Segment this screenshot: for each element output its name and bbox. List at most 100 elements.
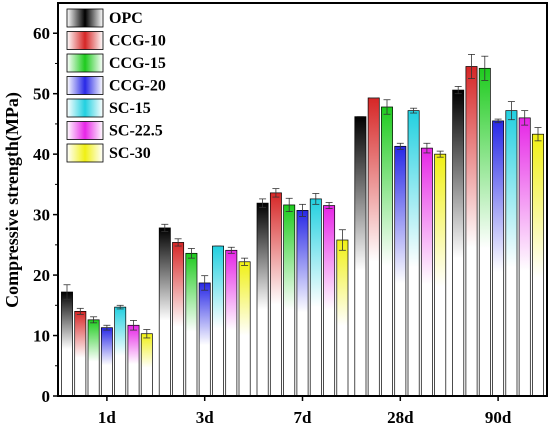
legend-swatch-sc-15 xyxy=(66,98,104,118)
error-bar-ccg-20-3d xyxy=(201,275,209,291)
legend: OPC CCG-10 CCG-15 CCG-20 SC-15 SC-22.5 SC-30 xyxy=(66,8,166,163)
bar-sc-30-28d xyxy=(434,153,447,397)
bar-sc-30-1d xyxy=(140,333,153,397)
legend-label-ccg-15: CCG-15 xyxy=(109,55,166,72)
error-bar-ccg-10-3d xyxy=(174,238,182,247)
error-bar-sc-30-1d xyxy=(143,329,151,339)
y-tick-label-50: 50 xyxy=(33,85,50,104)
bar-ccg-15-7d xyxy=(283,204,296,397)
error-bar-ccg-15-1d xyxy=(90,316,98,324)
error-bar-ccg-15-28d xyxy=(383,99,391,115)
error-bar-sc-30-28d xyxy=(436,150,444,158)
x-tick-label-28d: 28d xyxy=(387,408,414,427)
bar-sc-15-90d xyxy=(505,110,518,397)
legend-swatch-ccg-20 xyxy=(66,76,104,95)
y-tick-label-0: 0 xyxy=(42,387,51,406)
y-tick-label-40: 40 xyxy=(33,145,50,164)
bar-ccg-15-1d xyxy=(87,319,100,397)
bar-sc-22-5-28d xyxy=(420,147,433,397)
x-axis: 1d 3d 7d 28d 90d xyxy=(98,396,512,427)
error-bar-sc-30-7d xyxy=(338,229,346,251)
bar-ccg-10-7d xyxy=(269,192,282,397)
legend-swatch-sc-30 xyxy=(66,143,104,163)
bar-ccg-10-90d xyxy=(465,66,478,397)
x-tick-label-3d: 3d xyxy=(196,408,215,427)
bar-sc-22-5-7d xyxy=(323,205,336,397)
error-bar-opc-90d xyxy=(454,86,462,95)
error-bar-ccg-20-90d xyxy=(494,118,502,124)
bar-ccg-20-28d xyxy=(394,145,407,397)
error-bar-opc-3d xyxy=(161,223,169,232)
y-axis: 0 10 20 30 40 50 60 xyxy=(33,24,58,406)
error-bar-ccg-10-1d xyxy=(76,307,84,315)
x-tick-label-90d: 90d xyxy=(485,408,512,427)
x-tick-label-7d: 7d xyxy=(294,408,313,427)
error-bar-sc-22-5-1d xyxy=(130,320,137,331)
bar-opc-28d xyxy=(354,116,367,397)
legend-label-ccg-10: CCG-10 xyxy=(109,33,166,50)
bar-opc-3d xyxy=(158,227,171,397)
y-tick-label-20: 20 xyxy=(33,266,50,285)
bar-opc-90d xyxy=(452,89,465,397)
error-bar-opc-7d xyxy=(259,198,267,208)
error-bar-ccg-20-28d xyxy=(396,142,404,150)
x-tick-label-1d: 1d xyxy=(98,408,117,427)
legend-item-sc-30: SC-30 xyxy=(66,143,151,163)
error-bar-ccg-20-1d xyxy=(103,324,111,331)
error-bar-ccg-20-7d xyxy=(299,203,306,217)
y-tick-label-10: 10 xyxy=(33,327,50,346)
legend-swatch-opc xyxy=(66,8,104,28)
legend-swatch-sc-22-5 xyxy=(66,121,104,140)
legend-label-sc-22-5: SC-22.5 xyxy=(109,123,163,140)
bar-opc-7d xyxy=(256,202,269,397)
error-bars-group xyxy=(63,53,542,339)
error-bar-sc-22-5-3d xyxy=(227,246,235,254)
error-bar-ccg-15-90d xyxy=(481,55,489,81)
error-bar-sc-15-7d xyxy=(312,193,320,205)
bar-sc-30-3d xyxy=(238,261,251,397)
error-bar-sc-22-5-90d xyxy=(521,110,529,126)
bar-ccg-10-3d xyxy=(172,242,185,397)
bar-sc-22-5-3d xyxy=(225,249,238,397)
bar-ccg-20-1d xyxy=(100,327,113,397)
legend-label-sc-15: SC-15 xyxy=(109,100,151,117)
bar-sc-30-7d xyxy=(336,239,349,397)
error-bar-opc-1d xyxy=(63,284,71,300)
bar-ccg-20-3d xyxy=(198,282,211,397)
error-bar-sc-15-1d xyxy=(116,304,124,310)
legend-label-sc-30: SC-30 xyxy=(109,145,151,162)
error-bar-sc-30-3d xyxy=(241,257,249,266)
bar-sc-15-28d xyxy=(407,110,420,397)
bar-opc-1d xyxy=(61,291,73,397)
y-tick-label-60: 60 xyxy=(33,24,50,43)
error-bar-ccg-15-7d xyxy=(285,197,293,212)
error-bar-sc-15-28d xyxy=(410,107,418,114)
error-bar-sc-15-90d xyxy=(507,101,515,121)
legend-label-ccg-20: CCG-20 xyxy=(109,78,166,95)
error-bar-sc-22-5-7d xyxy=(325,202,333,209)
bar-sc-15-3d xyxy=(212,245,224,397)
y-axis-title: Compressive strength(MPa) xyxy=(2,92,23,308)
bar-sc-22-5-1d xyxy=(127,324,140,397)
error-bar-ccg-10-90d xyxy=(468,53,475,79)
bar-ccg-15-3d xyxy=(185,252,198,397)
legend-label-opc: OPC xyxy=(109,10,143,27)
bar-sc-15-7d xyxy=(309,198,322,397)
bar-sc-30-90d xyxy=(532,133,544,397)
y-tick-label-30: 30 xyxy=(33,206,50,225)
legend-item-sc-15: SC-15 xyxy=(66,98,151,118)
bar-ccg-20-7d xyxy=(296,210,309,397)
legend-swatch-ccg-10 xyxy=(66,31,104,50)
legend-item-opc: OPC xyxy=(66,8,143,28)
bar-sc-22-5-90d xyxy=(518,117,531,397)
error-bar-sc-22-5-28d xyxy=(423,142,431,154)
legend-item-ccg-20: CCG-20 xyxy=(66,76,166,95)
error-bar-ccg-15-3d xyxy=(187,248,195,259)
legend-item-ccg-15: CCG-15 xyxy=(66,53,166,73)
error-bar-ccg-10-7d xyxy=(272,188,280,198)
legend-swatch-ccg-15 xyxy=(66,53,104,73)
bar-ccg-15-90d xyxy=(478,67,491,397)
bar-ccg-10-1d xyxy=(74,311,87,397)
error-bar-sc-30-90d xyxy=(534,127,542,142)
